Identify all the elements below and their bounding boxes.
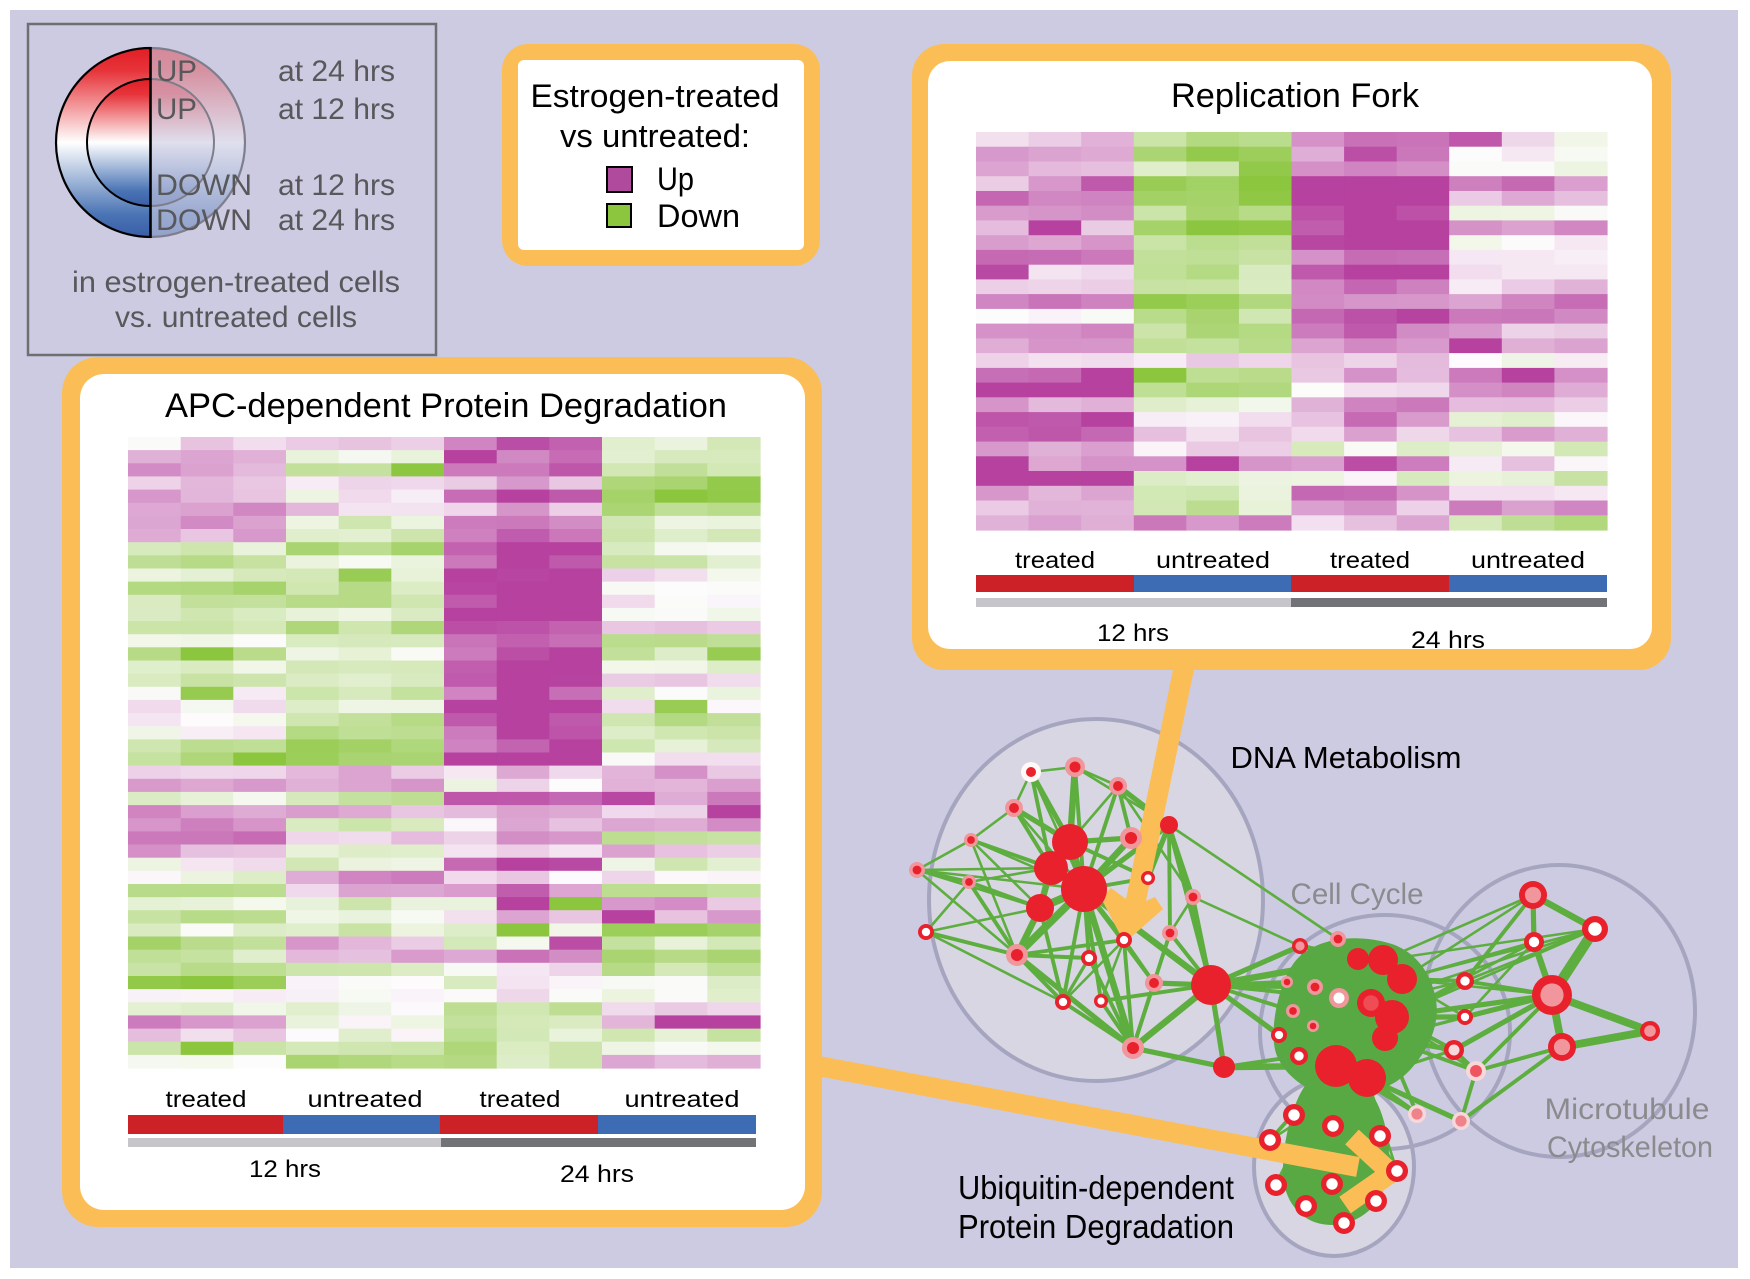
svg-text:vs untreated:: vs untreated:: [560, 118, 750, 154]
svg-text:treated: treated: [166, 1086, 247, 1112]
svg-text:DOWN: DOWN: [156, 204, 252, 237]
svg-text:treated: treated: [1015, 547, 1095, 573]
svg-text:24 hrs: 24 hrs: [1411, 627, 1485, 654]
svg-text:Estrogen-treated: Estrogen-treated: [531, 78, 780, 114]
svg-text:Cell Cycle: Cell Cycle: [1291, 878, 1424, 911]
svg-text:Down: Down: [657, 198, 740, 234]
svg-text:Ubiquitin-dependent: Ubiquitin-dependent: [958, 1169, 1234, 1206]
svg-text:untreated: untreated: [1156, 547, 1270, 573]
svg-text:DOWN: DOWN: [156, 169, 252, 202]
svg-text:24 hrs: 24 hrs: [560, 1161, 634, 1188]
svg-text:Up: Up: [657, 161, 694, 197]
svg-text:Microtubule: Microtubule: [1545, 1093, 1710, 1126]
svg-text:vs. untreated cells: vs. untreated cells: [115, 301, 357, 334]
svg-text:at 24 hrs: at 24 hrs: [278, 55, 395, 88]
svg-text:APC-dependent Protein Degradat: APC-dependent Protein Degradation: [165, 387, 727, 425]
svg-text:Protein Degradation: Protein Degradation: [958, 1208, 1234, 1245]
svg-text:12 hrs: 12 hrs: [1097, 620, 1169, 647]
svg-text:at 24 hrs: at 24 hrs: [278, 204, 395, 237]
svg-text:at 12 hrs: at 12 hrs: [278, 169, 395, 202]
svg-text:at 12 hrs: at 12 hrs: [278, 93, 395, 126]
svg-text:UP: UP: [156, 55, 197, 88]
svg-text:12 hrs: 12 hrs: [249, 1156, 321, 1183]
svg-text:treated: treated: [1330, 547, 1410, 573]
svg-text:DNA Metabolism: DNA Metabolism: [1231, 740, 1462, 775]
svg-text:UP: UP: [156, 93, 197, 126]
svg-text:untreated: untreated: [1471, 547, 1585, 573]
svg-text:in estrogen-treated cells: in estrogen-treated cells: [72, 266, 400, 299]
svg-text:untreated: untreated: [625, 1086, 740, 1112]
svg-text:untreated: untreated: [308, 1086, 423, 1112]
svg-text:treated: treated: [480, 1086, 561, 1112]
svg-text:Cytoskeleton: Cytoskeleton: [1547, 1131, 1713, 1164]
svg-text:Replication Fork: Replication Fork: [1171, 77, 1420, 115]
